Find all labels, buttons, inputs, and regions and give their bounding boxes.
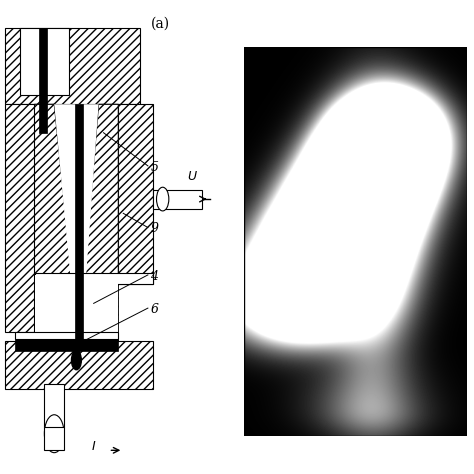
Circle shape [45, 415, 64, 453]
Polygon shape [35, 284, 118, 341]
Bar [5, 341, 153, 389]
Bar [75, 104, 82, 341]
Text: $U$: $U$ [187, 170, 198, 183]
Bar [15, 339, 118, 351]
Text: 4: 4 [150, 270, 158, 283]
Bar [5, 28, 140, 104]
Polygon shape [35, 104, 79, 341]
Polygon shape [45, 284, 109, 341]
Text: (a): (a) [151, 17, 170, 31]
Bar [45, 384, 64, 427]
Bar [15, 332, 118, 339]
Polygon shape [79, 104, 118, 341]
Bar [20, 28, 69, 95]
Bar [5, 104, 35, 332]
Circle shape [156, 187, 169, 211]
Polygon shape [54, 104, 99, 341]
Bar [45, 427, 64, 450]
Bar [35, 273, 153, 284]
Bar [39, 28, 47, 133]
Polygon shape [69, 341, 84, 360]
Bar [118, 104, 153, 284]
Text: 6: 6 [150, 303, 158, 316]
Text: 5: 5 [150, 161, 158, 173]
Bar [35, 275, 118, 341]
Text: 9: 9 [150, 222, 158, 235]
Bar [153, 190, 202, 209]
Text: $I$: $I$ [91, 440, 97, 453]
Circle shape [72, 351, 82, 370]
